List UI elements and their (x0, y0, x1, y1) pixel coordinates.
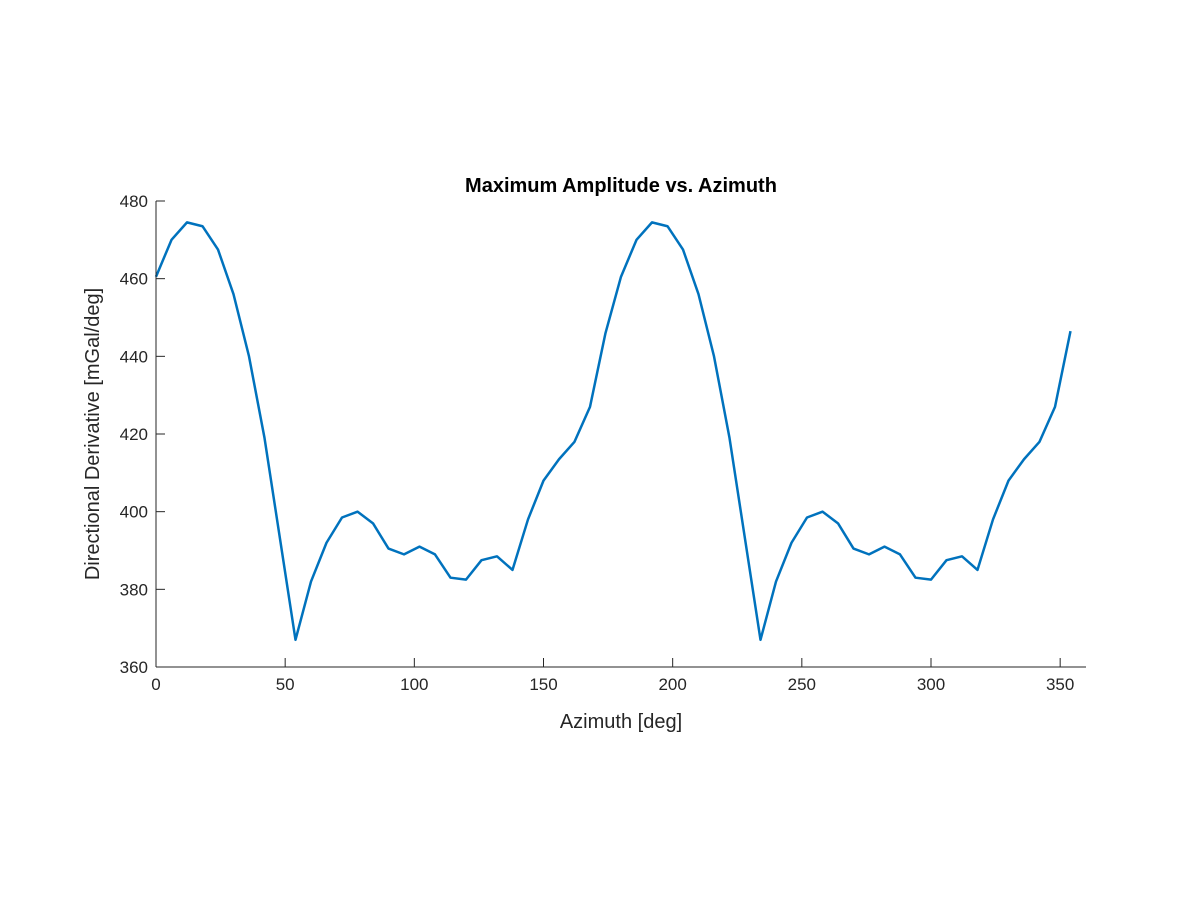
x-tick-label: 150 (529, 675, 557, 694)
x-tick-label: 0 (151, 675, 160, 694)
y-tick-label: 480 (120, 192, 148, 211)
chart-title: Maximum Amplitude vs. Azimuth (465, 175, 777, 197)
series-line (154, 221, 1072, 642)
y-tick-label: 400 (120, 503, 148, 522)
x-tick-label: 300 (917, 675, 945, 694)
x-axis-label: Azimuth [deg] (560, 711, 682, 733)
x-tick-label: 50 (276, 675, 295, 694)
plot-line-group (154, 221, 1072, 642)
y-tick-label: 380 (120, 580, 148, 599)
y-axis-label: Directional Derivative [mGal/deg] (82, 288, 104, 580)
x-tick-label: 200 (658, 675, 686, 694)
y-axis-ticks: 360 380 400 420 440 460 480 (120, 192, 165, 677)
axes: 0 50 100 150 200 250 300 350 360 380 400 420 440 460… (120, 192, 1086, 694)
y-tick-label: 460 (120, 270, 148, 289)
y-tick-label: 440 (120, 347, 148, 366)
x-axis-ticks: 0 50 100 150 200 250 300 350 (151, 658, 1074, 694)
y-tick-label: 360 (120, 658, 148, 677)
x-tick-label: 250 (788, 675, 816, 694)
x-tick-label: 350 (1046, 675, 1074, 694)
y-tick-label: 420 (120, 425, 148, 444)
x-tick-label: 100 (400, 675, 428, 694)
